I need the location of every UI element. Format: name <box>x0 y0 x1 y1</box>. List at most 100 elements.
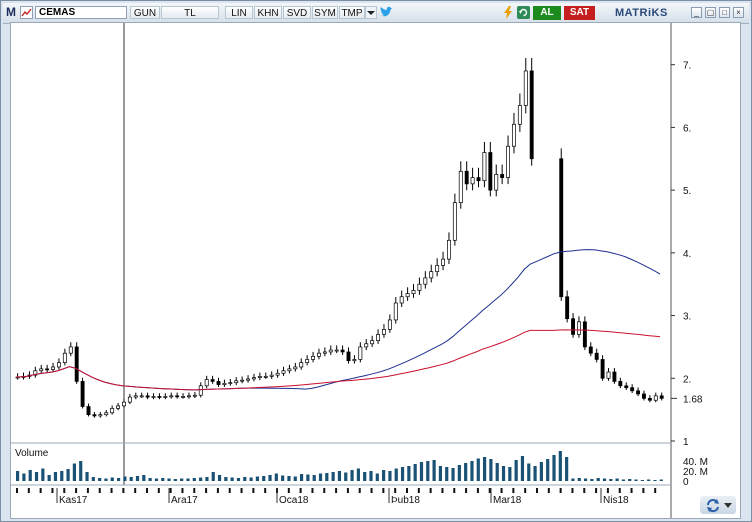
volume-bar <box>293 476 297 481</box>
candle-body <box>452 202 457 241</box>
candle-body <box>275 372 280 376</box>
volume-bar <box>34 472 39 481</box>
buy-button[interactable]: AL <box>533 6 561 20</box>
day-tick <box>642 488 645 493</box>
candle-body <box>39 368 44 372</box>
candle-body <box>429 271 434 279</box>
volume-bar <box>28 470 32 481</box>
day-tick <box>16 488 18 493</box>
volume-bar <box>356 468 360 481</box>
price-chart[interactable]: 7. 6. 5. 4. 3. 2. 1 1.68 Volume 40. M20. M0 Kas17 A… <box>11 23 740 518</box>
candle-body <box>523 70 528 106</box>
refresh-icon[interactable] <box>517 6 530 19</box>
volume-bar <box>66 469 70 481</box>
lightning-icon[interactable] <box>502 6 514 19</box>
volume-bar <box>180 478 184 481</box>
line-button[interactable]: LIN <box>225 6 253 19</box>
volume-bar <box>287 476 291 481</box>
volume-bar <box>299 474 304 481</box>
candle-body <box>269 374 274 377</box>
volume-bar <box>590 479 594 481</box>
volume-bar <box>205 477 209 481</box>
candle-body <box>364 343 369 348</box>
candle-body <box>210 379 215 382</box>
volume-bar <box>217 475 222 481</box>
volume-bar <box>482 457 487 481</box>
khn-button[interactable]: KHN <box>254 6 282 19</box>
day-tick <box>417 488 420 493</box>
volume-bar <box>558 451 562 481</box>
day-tick <box>193 488 196 493</box>
volume-bar <box>621 479 626 481</box>
day-tick <box>595 488 598 493</box>
day-tick <box>618 488 621 493</box>
currency-button[interactable]: TL <box>161 6 219 19</box>
volume-bar <box>98 478 102 481</box>
candle-body <box>464 170 469 185</box>
svd-button[interactable]: SVD <box>283 6 311 19</box>
day-tick <box>382 488 385 493</box>
volume-bar <box>331 472 335 481</box>
day-tick <box>252 488 255 493</box>
candle-body <box>387 319 392 330</box>
template-dropdown-icon[interactable] <box>365 6 377 19</box>
candle-body <box>92 414 97 417</box>
volume-bar <box>508 467 512 481</box>
day-tick <box>559 488 562 493</box>
template-button[interactable]: TMP <box>339 6 365 19</box>
price-tick-label: 7. <box>683 61 691 72</box>
volume-bar <box>382 470 386 481</box>
minimize-button[interactable]: _ <box>691 7 702 18</box>
sync-icon[interactable] <box>700 496 736 514</box>
candle-body <box>577 321 581 335</box>
twitter-icon[interactable] <box>379 6 393 19</box>
period-button[interactable]: GUN <box>130 6 160 19</box>
volume-bar <box>438 466 443 481</box>
candle-body <box>447 239 451 260</box>
candle-body <box>192 394 197 397</box>
close-button[interactable]: × <box>733 7 744 18</box>
volume-tick-label: 40. M <box>683 457 708 468</box>
candle-body <box>293 366 298 370</box>
chart-area[interactable]: 7. 6. 5. 4. 3. 2. 1 1.68 Volume 40. M 20. M 0 Kas17 A… <box>10 22 741 519</box>
volume-bar <box>647 479 651 481</box>
sym-button[interactable]: SYM <box>312 6 338 19</box>
symbol-input[interactable]: CEMAS <box>35 6 127 19</box>
month-label: Nis18 <box>603 495 629 506</box>
matriks-logo-icon[interactable]: M <box>6 5 16 19</box>
volume-bar <box>344 472 348 481</box>
volume-bar <box>268 475 272 481</box>
month-label: Þub18 <box>391 495 420 506</box>
candle-body <box>470 177 475 185</box>
candle-body <box>328 349 333 353</box>
candle-body <box>169 395 174 398</box>
volume-bar <box>565 457 569 481</box>
candle-body <box>139 395 144 398</box>
day-tick <box>571 488 574 493</box>
restore-button[interactable]: ▢ <box>705 7 716 18</box>
candle-body <box>234 380 239 384</box>
candle-body <box>559 158 564 298</box>
candle-body <box>204 379 209 387</box>
maximize-button[interactable]: □ <box>719 7 730 18</box>
candle-body <box>145 395 150 398</box>
volume-bar <box>571 478 575 481</box>
volume-bar <box>79 461 83 481</box>
day-tick <box>264 488 267 493</box>
candle-body <box>606 371 611 379</box>
day-tick <box>488 488 491 493</box>
volume-bar <box>104 478 108 481</box>
candle-body <box>370 340 375 345</box>
price-tick-label: 6. <box>683 123 691 134</box>
candle-body <box>263 376 268 378</box>
chart-type-icon[interactable] <box>20 6 33 19</box>
volume-bar <box>634 479 638 481</box>
candle-body <box>281 370 286 374</box>
sell-button[interactable]: SAT <box>564 6 595 20</box>
volume-bar <box>60 471 64 481</box>
volume-bar <box>350 470 354 481</box>
day-tick <box>216 488 219 493</box>
volume-bar <box>85 472 89 481</box>
candle-body <box>62 352 67 363</box>
candle-body <box>612 371 617 382</box>
